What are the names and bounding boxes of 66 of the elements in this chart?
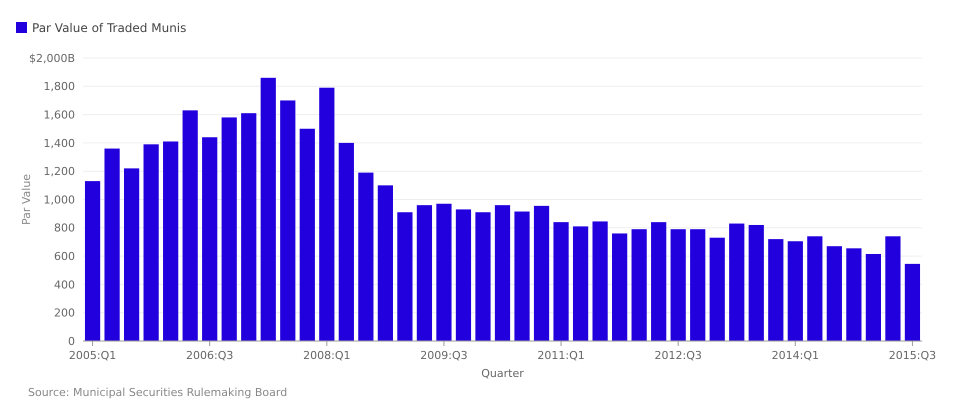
- y-tick-label: $2,000B: [28, 52, 75, 65]
- bar: [416, 205, 432, 341]
- bar: [768, 239, 784, 341]
- y-tick-label: 200: [54, 306, 75, 320]
- bar: [182, 110, 198, 341]
- legend-label: Par Value of Traded Munis: [32, 21, 186, 35]
- bar: [572, 226, 588, 341]
- bar: [494, 205, 510, 341]
- x-tick-label: 2011:Q1: [537, 349, 585, 362]
- bar: [319, 88, 334, 341]
- x-tick-label: 2014:Q1: [772, 349, 819, 362]
- bar: [592, 221, 608, 341]
- bar: [826, 246, 842, 341]
- bar: [475, 212, 491, 341]
- x-tick-label: 2006:Q3: [186, 349, 234, 362]
- bar: [280, 100, 296, 341]
- y-tick-label: 800: [54, 222, 75, 235]
- bar: [729, 224, 744, 341]
- y-tick-label: 1,000: [44, 193, 75, 206]
- y-tick-label: 0: [68, 334, 75, 348]
- y-tick-label: 600: [54, 250, 75, 263]
- y-axis-title: Par Value: [20, 174, 33, 226]
- bar: [202, 137, 218, 341]
- bar: [788, 241, 803, 341]
- bar: [358, 172, 374, 341]
- bar: [260, 78, 276, 341]
- bar: [124, 168, 140, 341]
- x-tick-label: 2015:Q3: [888, 349, 936, 362]
- bar: [866, 254, 882, 341]
- bar: [534, 206, 550, 341]
- y-tick-label: 1,400: [44, 136, 75, 150]
- y-tick-label: 1,600: [44, 108, 75, 122]
- y-tick-label: 1,200: [44, 165, 75, 178]
- bar: [456, 209, 472, 341]
- bar: [144, 144, 159, 341]
- bar: [690, 229, 706, 341]
- bar: [807, 236, 822, 341]
- x-tick-label: 2009:Q3: [420, 349, 468, 362]
- x-tick-label: 2008:Q1: [303, 349, 350, 362]
- bar: [632, 229, 647, 341]
- bar: [612, 233, 628, 341]
- bar: [710, 238, 725, 341]
- bar: [670, 229, 686, 341]
- bar: [104, 148, 120, 341]
- bar: [397, 212, 413, 341]
- source-note: Source: Municipal Securities Rulemaking Board: [28, 386, 288, 399]
- bar: [904, 264, 920, 341]
- bar: [378, 185, 393, 341]
- bar: [84, 181, 100, 341]
- x-tick-label: 2005:Q1: [68, 349, 116, 362]
- bar: [241, 113, 256, 341]
- y-tick-label: 1,800: [44, 80, 75, 94]
- x-axis-title: Quarter: [481, 367, 524, 380]
- bar: [300, 128, 315, 341]
- bar: [436, 204, 452, 341]
- bar: [163, 141, 178, 341]
- bar: [553, 222, 569, 341]
- bar: [514, 212, 530, 341]
- bar: [885, 236, 901, 341]
- bar: [222, 117, 237, 341]
- bar: [651, 222, 666, 341]
- bar: [748, 224, 764, 341]
- y-tick-label: 400: [54, 278, 75, 292]
- bar: [338, 142, 354, 341]
- x-tick-label: 2012:Q3: [654, 349, 702, 362]
- bar: [846, 248, 862, 341]
